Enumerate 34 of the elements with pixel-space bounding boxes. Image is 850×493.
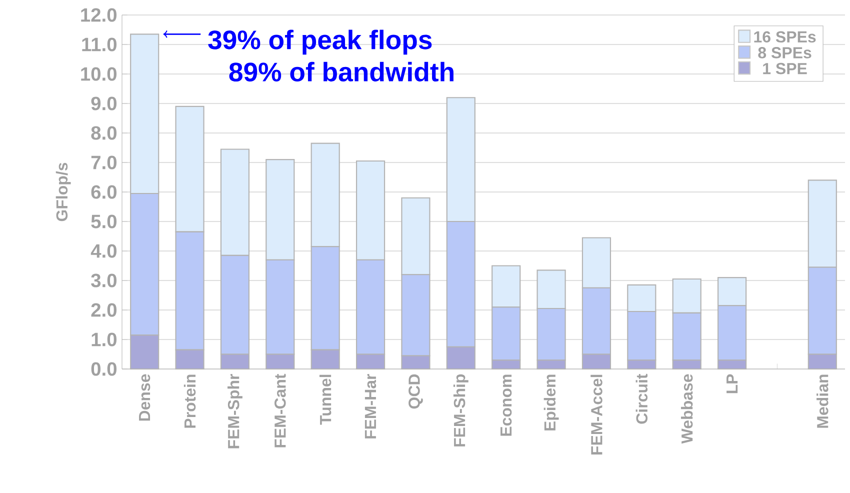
y-tick-label: 6.0 [91, 185, 116, 199]
y-tick-label: 7.0 [91, 156, 116, 170]
x-tick-label: FEM-Accel [590, 374, 602, 454]
y-tick-label: 8.0 [91, 126, 116, 140]
x-tick-label: Econom [500, 374, 512, 436]
x-tick-label: Dense [139, 374, 150, 421]
x-tick-label: FEM-Ship [453, 374, 468, 446]
x-tick-label: LP [726, 374, 738, 394]
annotation: 39% of peak flops [208, 30, 432, 55]
legend-label: 16 SPEs [754, 31, 816, 43]
annotation: 89% of bandwidth [229, 62, 454, 82]
legend-label: 8 SPEs [758, 47, 812, 58]
legend-label: 1 SPE [763, 62, 807, 74]
y-tick-label: 12.0 [81, 8, 116, 22]
y-tick-label: 11.0 [82, 38, 117, 52]
y-tick-label: 1.0 [92, 332, 116, 346]
x-tick-label: QCD [408, 374, 423, 409]
y-tick-label: 2.0 [91, 303, 116, 317]
x-tick-label: Epidem [544, 374, 559, 430]
x-tick-label: FEM-Sphr [228, 374, 242, 448]
y-tick-label: 5.0 [91, 214, 116, 228]
y-tick-label: 4.0 [90, 244, 116, 258]
y-tick-label: 9.0 [91, 96, 116, 110]
x-tick-label: FEM-Cant [274, 374, 286, 448]
y-tick-label: 10.0 [81, 67, 116, 81]
x-tick-label: FEM-Har [364, 374, 376, 438]
x-tick-label: Tunnel [319, 374, 332, 425]
y-tick-label: 0.0 [91, 362, 116, 376]
x-tick-label: Protein [184, 374, 196, 428]
y-axis-title: GFlop/s [56, 162, 71, 222]
x-tick-label: Webbase [680, 374, 693, 444]
x-tick-label: Median [816, 374, 828, 428]
x-tick-label: Circuit [636, 374, 648, 424]
y-tick-label: 3.0 [91, 274, 116, 288]
